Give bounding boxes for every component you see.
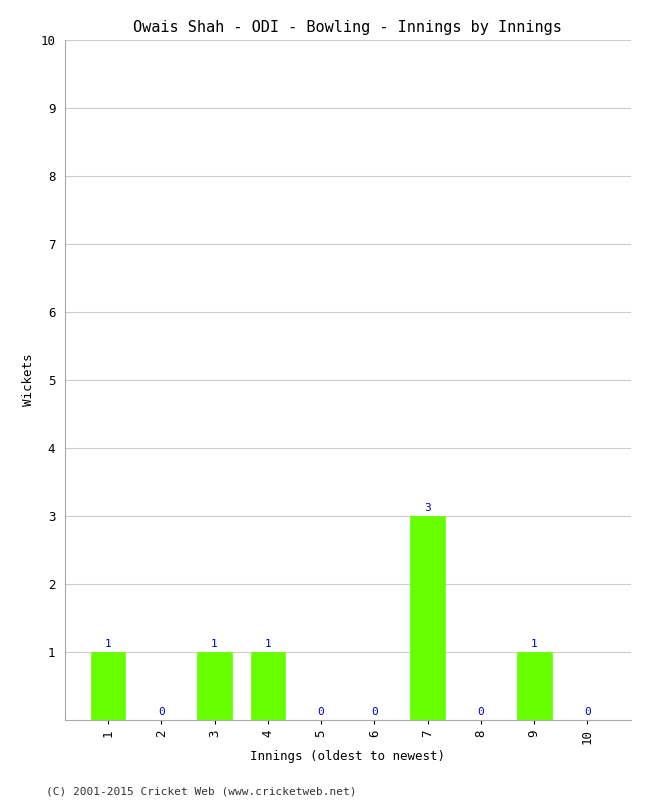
- Bar: [250, 652, 285, 720]
- Bar: [517, 652, 551, 720]
- Text: (C) 2001-2015 Cricket Web (www.cricketweb.net): (C) 2001-2015 Cricket Web (www.cricketwe…: [46, 786, 356, 796]
- Bar: [410, 516, 445, 720]
- Text: 0: 0: [318, 707, 324, 718]
- Text: 3: 3: [424, 502, 431, 513]
- Title: Owais Shah - ODI - Bowling - Innings by Innings: Owais Shah - ODI - Bowling - Innings by …: [133, 20, 562, 34]
- Y-axis label: Wickets: Wickets: [21, 354, 34, 406]
- Text: 1: 1: [211, 638, 218, 649]
- Bar: [197, 652, 232, 720]
- Bar: [91, 652, 125, 720]
- Text: 1: 1: [531, 638, 538, 649]
- Text: 0: 0: [371, 707, 378, 718]
- Text: 0: 0: [158, 707, 164, 718]
- Text: 0: 0: [584, 707, 591, 718]
- Text: 1: 1: [105, 638, 111, 649]
- Text: 0: 0: [478, 707, 484, 718]
- X-axis label: Innings (oldest to newest): Innings (oldest to newest): [250, 750, 445, 762]
- Text: 1: 1: [265, 638, 271, 649]
